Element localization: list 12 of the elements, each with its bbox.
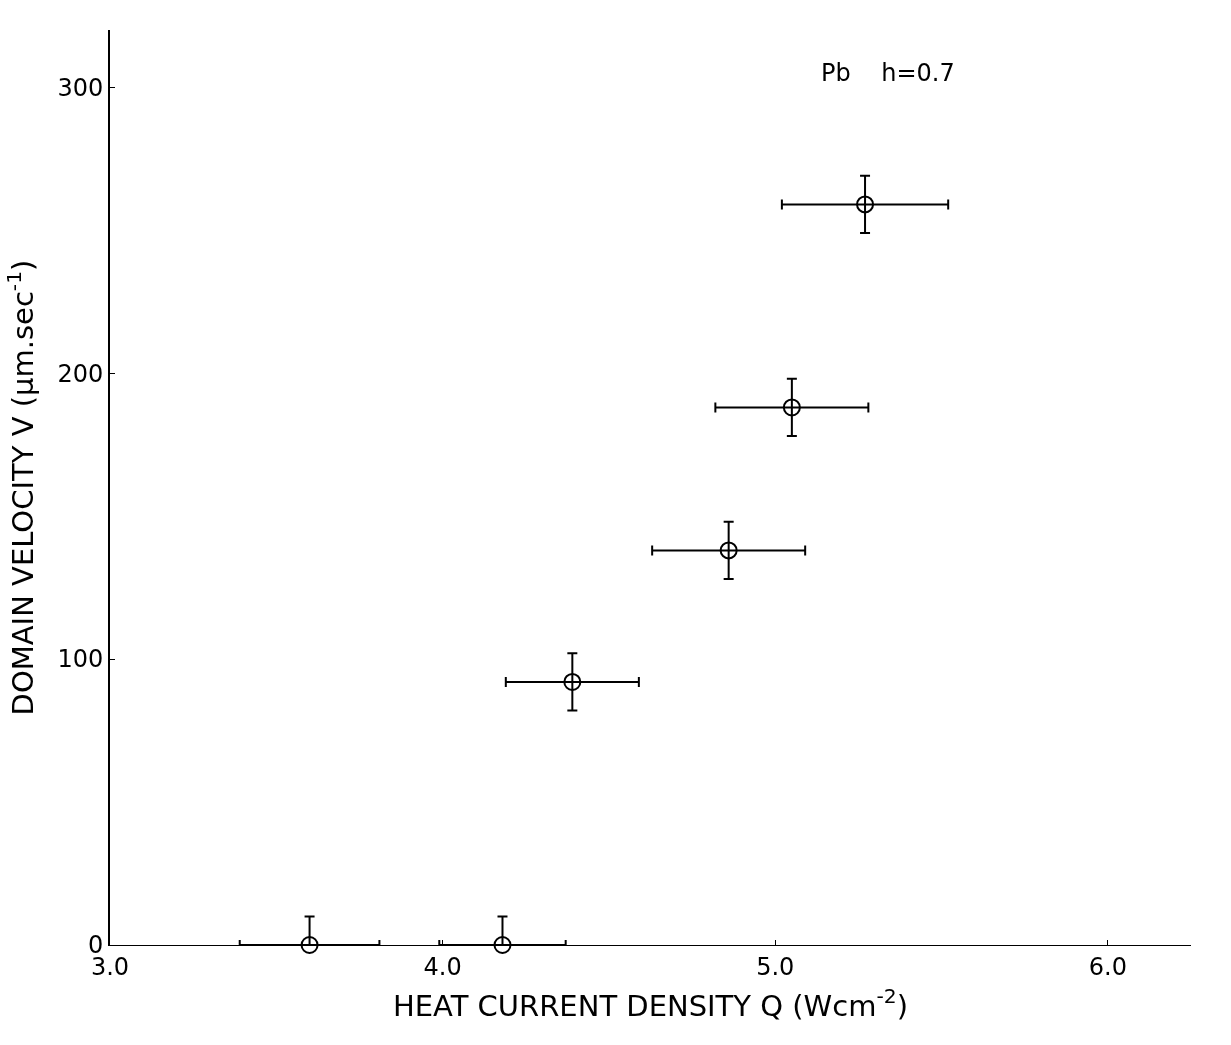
point [856,195,875,214]
y-tick-label: 300 [57,73,104,102]
point [782,398,801,417]
point [563,672,582,691]
x-tick-label: 6.0 [1088,952,1127,981]
y-tick-label: 100 [57,645,104,674]
x-tick-label: 5.0 [756,952,795,981]
x-axis-title: HEAT CURRENT DENSITY Q (Wcm$^{-2}$) [392,984,909,1023]
x-tick-label: 4.0 [423,952,462,981]
y-tick-label: 200 [57,359,104,388]
point [719,541,738,560]
annotation: Pb h=0.7 [821,59,955,87]
